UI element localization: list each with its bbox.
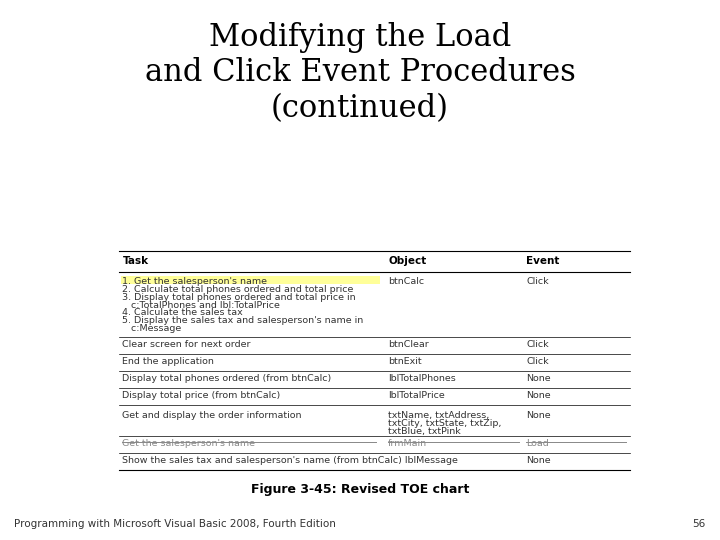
Text: Show the sales tax and salesperson's name (from btnCalc) lblMessage: Show the sales tax and salesperson's nam… <box>122 456 458 465</box>
Text: lblTotalPhones: lblTotalPhones <box>388 374 456 383</box>
Text: btnClear: btnClear <box>388 340 429 349</box>
FancyBboxPatch shape <box>121 276 379 284</box>
Text: Programming with Microsoft Visual Basic 2008, Fourth Edition: Programming with Microsoft Visual Basic … <box>14 519 336 529</box>
Text: Task: Task <box>122 256 148 266</box>
Text: 56: 56 <box>693 519 706 529</box>
Text: txtName, txtAddress,: txtName, txtAddress, <box>388 410 490 420</box>
Text: Click: Click <box>526 277 549 286</box>
Text: 5. Display the sales tax and salesperson's name in: 5. Display the sales tax and salesperson… <box>122 316 364 325</box>
Text: Object: Object <box>388 256 426 266</box>
Text: None: None <box>526 456 551 465</box>
Text: 3. Display total phones ordered and total price in: 3. Display total phones ordered and tota… <box>122 293 356 302</box>
Text: Event: Event <box>526 256 559 266</box>
Text: Click: Click <box>526 357 549 366</box>
Text: btnExit: btnExit <box>388 357 422 366</box>
Text: Get and display the order information: Get and display the order information <box>122 410 302 420</box>
Text: Load: Load <box>526 438 549 448</box>
Text: txtCity, txtState, txtZip,: txtCity, txtState, txtZip, <box>388 418 502 428</box>
Text: None: None <box>526 374 551 383</box>
Text: None: None <box>526 391 551 400</box>
Text: 1. Get the salesperson's name: 1. Get the salesperson's name <box>122 277 267 286</box>
Text: 4. Calculate the sales tax: 4. Calculate the sales tax <box>122 308 243 318</box>
Text: Display total phones ordered (from btnCalc): Display total phones ordered (from btnCa… <box>122 374 332 383</box>
Text: Figure 3-45: Revised TOE chart: Figure 3-45: Revised TOE chart <box>251 483 469 496</box>
Text: lblTotalPrice: lblTotalPrice <box>388 391 445 400</box>
Text: Modifying the Load
and Click Event Procedures
(continued): Modifying the Load and Click Event Proce… <box>145 22 575 124</box>
Text: c:Message: c:Message <box>122 324 181 333</box>
Text: c:TotalPhones and lbl:TotalPrice: c:TotalPhones and lbl:TotalPrice <box>122 301 280 309</box>
Text: 2. Calculate total phones ordered and total price: 2. Calculate total phones ordered and to… <box>122 285 354 294</box>
Text: txtBlue, txtPink: txtBlue, txtPink <box>388 427 461 436</box>
Text: Display total price (from btnCalc): Display total price (from btnCalc) <box>122 391 281 400</box>
Text: None: None <box>526 410 551 420</box>
Text: Clear screen for next order: Clear screen for next order <box>122 340 251 349</box>
Text: btnCalc: btnCalc <box>388 277 424 286</box>
Text: Get the salesperson's name: Get the salesperson's name <box>122 438 256 448</box>
Text: End the application: End the application <box>122 357 215 366</box>
Text: frmMain: frmMain <box>388 438 428 448</box>
Text: Click: Click <box>526 340 549 349</box>
